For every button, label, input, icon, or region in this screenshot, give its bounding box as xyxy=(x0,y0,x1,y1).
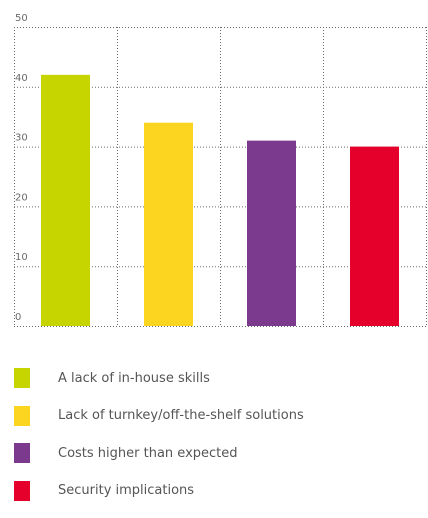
y-tick-label: 40 xyxy=(15,73,28,84)
y-tick-label: 50 xyxy=(15,13,28,24)
bar xyxy=(144,122,193,327)
legend-swatch xyxy=(14,368,30,388)
legend-item: Security implications xyxy=(14,480,424,501)
legend-label: Lack of turnkey/off-the-shelf solutions xyxy=(58,408,304,423)
legend-swatch xyxy=(14,480,30,501)
bar xyxy=(41,74,90,326)
y-axis-ticks: 0 10 20 30 40 50 xyxy=(15,13,28,323)
legend-label: Costs higher than expected xyxy=(58,445,238,461)
y-tick-label: 0 xyxy=(15,312,21,323)
grid xyxy=(14,27,427,327)
legend-swatch xyxy=(14,443,30,463)
y-tick-label: 10 xyxy=(15,252,28,263)
legend-item: A lack of in-house skills xyxy=(14,368,424,388)
legend-item: Lack of turnkey/off-the-shelf solutions xyxy=(14,405,424,426)
bars xyxy=(41,74,399,327)
legend-label: A lack of in-house skills xyxy=(58,370,210,386)
bar xyxy=(350,146,399,326)
legend: A lack of in-house skills Lack of turnke… xyxy=(14,368,424,518)
bar xyxy=(247,140,296,326)
legend-swatch xyxy=(14,405,30,426)
legend-label: Security implications xyxy=(58,483,195,498)
legend-item: Costs higher than expected xyxy=(14,443,424,463)
y-tick-label: 30 xyxy=(15,133,28,144)
y-tick-label: 20 xyxy=(15,192,28,203)
bar-chart: 0 10 20 30 40 50 xyxy=(14,13,427,327)
